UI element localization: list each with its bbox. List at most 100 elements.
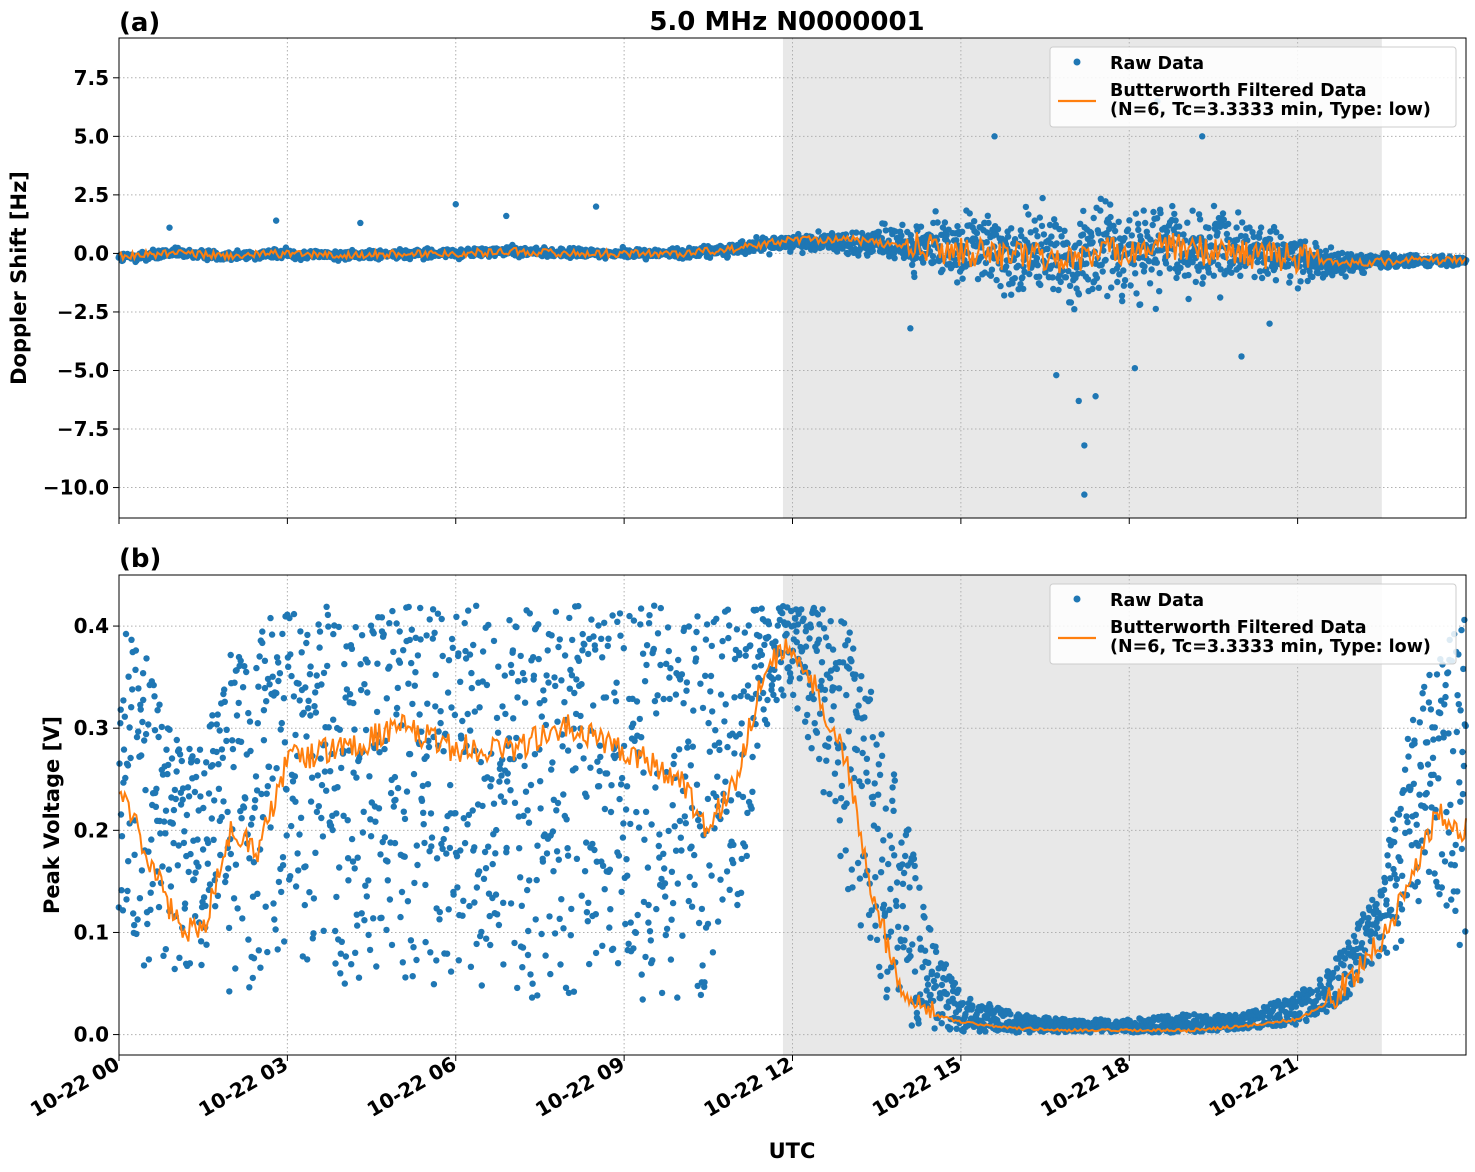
raw-data-point xyxy=(292,798,299,805)
raw-data-point xyxy=(1102,256,1109,264)
raw-data-point xyxy=(675,656,682,664)
raw-data-point xyxy=(323,603,330,610)
raw-data-point xyxy=(455,957,462,964)
raw-data-point xyxy=(519,669,527,677)
raw-data-point xyxy=(311,703,318,710)
raw-data-point xyxy=(381,745,388,753)
raw-data-point xyxy=(943,232,950,239)
raw-data-point xyxy=(1256,268,1264,275)
raw-data-point xyxy=(443,950,451,957)
raw-data-point xyxy=(305,705,312,712)
raw-data-outlier xyxy=(1053,371,1060,379)
raw-data-point xyxy=(573,676,580,683)
raw-data-point xyxy=(407,937,415,944)
raw-data-point xyxy=(959,228,966,235)
raw-data-point xyxy=(723,868,731,875)
raw-data-point xyxy=(185,793,193,800)
raw-data-point xyxy=(933,972,941,979)
raw-data-point xyxy=(479,802,486,810)
raw-data-point xyxy=(457,847,464,854)
raw-data-point xyxy=(155,733,162,741)
raw-data-point xyxy=(283,832,290,839)
raw-data-point xyxy=(744,682,752,689)
raw-data-point xyxy=(602,694,610,701)
raw-data-outlier xyxy=(1199,133,1206,140)
raw-data-point xyxy=(1080,207,1087,215)
raw-data-point xyxy=(661,865,668,872)
raw-data-point xyxy=(683,679,691,686)
raw-data-point xyxy=(194,836,201,843)
raw-data-point xyxy=(307,663,314,670)
raw-data-point xyxy=(417,636,424,643)
raw-data-point xyxy=(638,971,645,978)
raw-data-point xyxy=(581,641,588,648)
raw-data-point xyxy=(741,629,748,636)
raw-data-point xyxy=(534,992,541,999)
raw-data-point xyxy=(524,951,532,959)
raw-data-point xyxy=(742,652,749,659)
raw-data-point xyxy=(595,783,603,790)
raw-data-point xyxy=(577,712,584,720)
raw-data-point xyxy=(699,962,706,969)
raw-data-outlier xyxy=(1081,491,1088,498)
raw-data-point xyxy=(173,768,180,775)
raw-data-point xyxy=(1208,242,1215,249)
raw-data-point xyxy=(218,813,225,821)
raw-data-point xyxy=(229,737,236,744)
raw-data-point xyxy=(290,610,298,618)
raw-data-point xyxy=(642,953,649,961)
raw-data-point xyxy=(672,691,680,698)
raw-data-point xyxy=(285,663,292,670)
raw-data-point xyxy=(834,759,842,766)
raw-data-point xyxy=(269,673,276,680)
raw-data-point xyxy=(187,850,194,858)
raw-data-point xyxy=(837,852,844,860)
raw-data-point xyxy=(1233,224,1240,231)
raw-data-point xyxy=(345,877,352,884)
raw-data-point xyxy=(490,637,498,645)
raw-data-point xyxy=(443,850,450,857)
raw-data-point xyxy=(697,680,704,687)
raw-data-point xyxy=(135,728,142,735)
raw-data-point xyxy=(1001,292,1008,299)
raw-data-point xyxy=(232,965,239,972)
raw-data-point xyxy=(1011,275,1018,282)
raw-data-point xyxy=(824,743,832,750)
raw-data-point xyxy=(661,880,669,887)
raw-data-point xyxy=(856,875,864,882)
raw-data-point xyxy=(124,887,131,895)
raw-data-point xyxy=(777,658,785,666)
raw-data-point xyxy=(1053,240,1060,247)
figure-title: 5.0 MHz N0000001 xyxy=(649,7,924,37)
raw-data-point xyxy=(526,610,533,617)
raw-data-point xyxy=(959,1000,967,1007)
raw-data-point xyxy=(483,935,490,942)
raw-data-point xyxy=(506,617,513,624)
raw-data-point xyxy=(794,705,801,712)
raw-data-point xyxy=(622,920,629,928)
raw-data-point xyxy=(204,860,211,867)
raw-data-point xyxy=(377,851,384,858)
raw-data-point xyxy=(686,873,693,881)
raw-data-point xyxy=(1022,203,1030,211)
raw-data-point xyxy=(1244,237,1251,244)
raw-data-point xyxy=(446,844,454,852)
raw-data-point xyxy=(243,668,250,676)
raw-data-point xyxy=(388,941,396,949)
raw-data-point xyxy=(636,715,643,723)
raw-data-point xyxy=(1121,277,1129,284)
raw-data-point xyxy=(662,931,669,939)
raw-data-point xyxy=(119,907,127,914)
raw-data-point xyxy=(585,899,592,906)
raw-data-point xyxy=(548,632,555,639)
raw-data-point xyxy=(657,604,664,612)
raw-data-point xyxy=(1032,227,1039,234)
raw-data-point xyxy=(869,734,876,741)
raw-data-point xyxy=(669,899,677,907)
raw-data-point xyxy=(1192,278,1200,286)
raw-data-point xyxy=(213,721,220,728)
raw-data-point xyxy=(1061,227,1068,234)
raw-data-point xyxy=(200,804,207,812)
raw-data-point xyxy=(650,645,657,653)
raw-data-point xyxy=(427,810,435,817)
